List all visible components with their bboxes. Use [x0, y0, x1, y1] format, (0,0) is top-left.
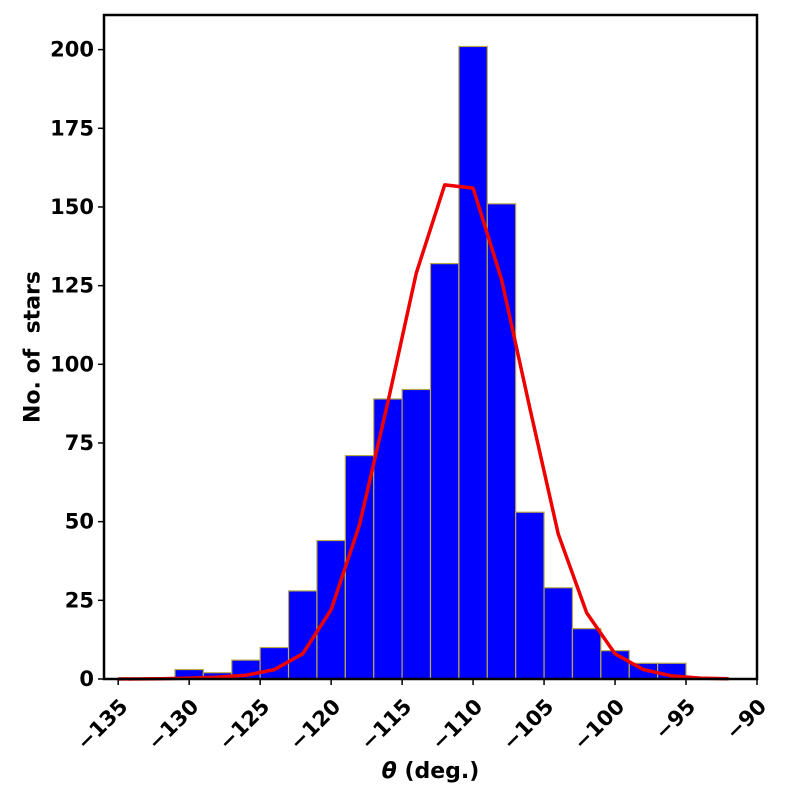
y-tick-label: 25: [65, 588, 94, 612]
x-tick-label: −120: [285, 694, 345, 754]
y-axis-ticks: 0 25 50 75 100 125 150 175 200: [50, 38, 104, 691]
y-tick-label: 175: [50, 116, 94, 140]
y-tick-label: 125: [50, 274, 94, 298]
histogram-bar-4: [287, 590, 318, 680]
x-axis-label: θ (deg.): [382, 759, 480, 784]
x-tick-label: −130: [143, 694, 203, 754]
histogram-bar-12: [515, 511, 545, 680]
x-tick-label: −125: [214, 694, 274, 754]
y-tick-label: 200: [50, 38, 94, 62]
histogram-bar-8: [401, 388, 432, 680]
histogram-bars: [174, 45, 687, 680]
y-tick-label: 100: [50, 352, 94, 376]
x-axis-label-symbol: θ: [382, 759, 397, 784]
fit-curve-layer: [118, 183, 729, 681]
y-tick-label: 50: [65, 510, 94, 534]
histogram-bar-9: [429, 263, 460, 680]
x-tick-label: −110: [427, 694, 487, 754]
x-tick-label: −135: [72, 694, 132, 754]
x-tick-label: −90: [721, 694, 771, 744]
x-tick-label: −105: [498, 694, 558, 754]
x-axis-label-unit: (deg.): [397, 759, 480, 784]
x-tick-label: −95: [650, 694, 700, 744]
x-tick-label: −115: [356, 694, 416, 754]
histogram-bar-13: [543, 587, 574, 680]
y-tick-label: 0: [79, 667, 94, 691]
histogram-bar-10: [458, 45, 488, 680]
x-tick-label: −100: [569, 694, 629, 754]
x-axis-ticks: −135 −130 −125 −120 −115 −110 −105 −100 −95 −90: [72, 679, 771, 755]
y-tick-label: 75: [65, 431, 94, 455]
histogram-bar-14: [571, 628, 602, 680]
y-tick-label: 150: [50, 195, 94, 219]
plot-frame: [102, 13, 759, 681]
fit-curve-line: [118, 183, 729, 681]
y-axis-label: No. of stars: [21, 271, 46, 423]
